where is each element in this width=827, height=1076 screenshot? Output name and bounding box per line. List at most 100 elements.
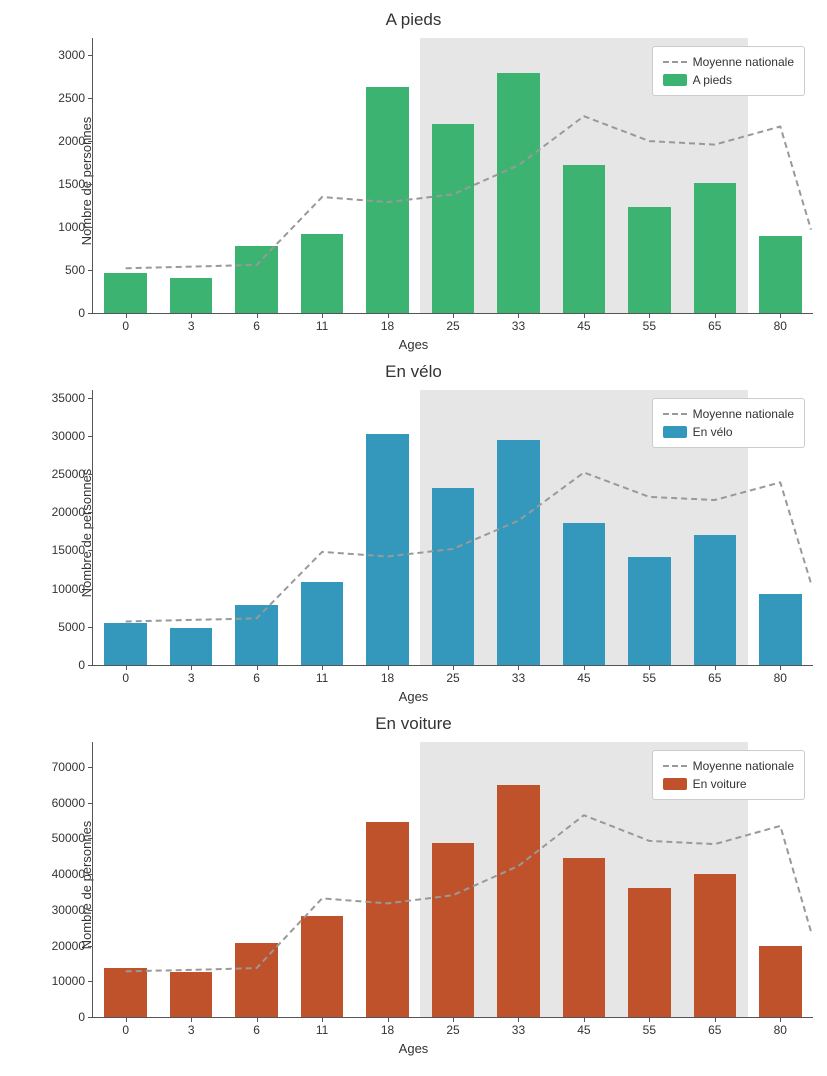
y-tick-label: 50000 bbox=[52, 831, 85, 845]
bar bbox=[235, 605, 278, 665]
bar bbox=[301, 582, 344, 665]
bar bbox=[694, 183, 737, 313]
x-tick-label: 65 bbox=[708, 671, 721, 685]
bar bbox=[301, 916, 344, 1017]
legend-series-label: A pieds bbox=[693, 73, 732, 87]
y-tick-label: 10000 bbox=[52, 582, 85, 596]
x-tick-label: 18 bbox=[381, 1023, 394, 1037]
x-tick-label: 18 bbox=[381, 319, 394, 333]
x-tick-label: 18 bbox=[381, 671, 394, 685]
y-tick-label: 70000 bbox=[52, 760, 85, 774]
bar bbox=[170, 972, 213, 1017]
bar bbox=[628, 557, 671, 665]
x-tick-label: 25 bbox=[446, 671, 459, 685]
bar bbox=[366, 434, 409, 665]
bar bbox=[694, 874, 737, 1017]
x-tick-label: 45 bbox=[577, 671, 590, 685]
y-tick-label: 15000 bbox=[52, 543, 85, 557]
x-tick-label: 65 bbox=[708, 319, 721, 333]
x-tick-label: 0 bbox=[122, 1023, 129, 1037]
x-tick-label: 11 bbox=[316, 1023, 328, 1037]
x-tick-label: 6 bbox=[253, 671, 260, 685]
legend: Moyenne nationale En vélo bbox=[652, 398, 805, 448]
legend-line-label: Moyenne nationale bbox=[693, 407, 794, 421]
x-tick-label: 33 bbox=[512, 671, 525, 685]
plot-area: 0100002000030000400005000060000700000361… bbox=[92, 742, 813, 1018]
y-tick-label: 3000 bbox=[58, 48, 85, 62]
x-tick-label: 65 bbox=[708, 1023, 721, 1037]
chart-title: A pieds bbox=[10, 10, 817, 30]
bar bbox=[759, 594, 802, 665]
chart-title: En vélo bbox=[10, 362, 817, 382]
plot-area: 0500100015002000250030000361118253345556… bbox=[92, 38, 813, 314]
y-tick-label: 0 bbox=[78, 306, 85, 320]
x-tick-label: 45 bbox=[577, 319, 590, 333]
legend-swatch-icon bbox=[663, 74, 687, 86]
bar bbox=[366, 822, 409, 1017]
legend-line-label: Moyenne nationale bbox=[693, 55, 794, 69]
legend-swatch-icon bbox=[663, 778, 687, 790]
bar bbox=[170, 628, 213, 665]
x-tick-label: 3 bbox=[188, 1023, 195, 1037]
bar bbox=[497, 785, 540, 1017]
chart-panel: A piedsNombre de personnes05001000150020… bbox=[10, 10, 817, 352]
x-tick-label: 3 bbox=[188, 319, 195, 333]
x-tick-label: 25 bbox=[446, 1023, 459, 1037]
x-axis-label: Ages bbox=[10, 1041, 817, 1056]
bar bbox=[759, 236, 802, 313]
bar bbox=[432, 488, 475, 665]
y-tick-label: 25000 bbox=[52, 467, 85, 481]
y-tick-label: 30000 bbox=[52, 903, 85, 917]
bar bbox=[563, 523, 606, 665]
x-tick-label: 45 bbox=[577, 1023, 590, 1037]
y-tick-label: 10000 bbox=[52, 974, 85, 988]
y-tick-label: 2000 bbox=[58, 134, 85, 148]
bar bbox=[563, 165, 606, 313]
y-tick-label: 2500 bbox=[58, 91, 85, 105]
bar bbox=[694, 535, 737, 665]
y-tick-label: 1500 bbox=[58, 177, 85, 191]
bar bbox=[235, 246, 278, 313]
bar bbox=[104, 968, 147, 1017]
x-tick-label: 33 bbox=[512, 1023, 525, 1037]
legend: Moyenne nationale En voiture bbox=[652, 750, 805, 800]
bar bbox=[366, 87, 409, 313]
x-tick-label: 80 bbox=[774, 319, 787, 333]
x-axis-label: Ages bbox=[10, 689, 817, 704]
plot-area: 0500010000150002000025000300003500003611… bbox=[92, 390, 813, 666]
legend: Moyenne nationale A pieds bbox=[652, 46, 805, 96]
x-tick-label: 55 bbox=[643, 319, 656, 333]
legend-series-label: En vélo bbox=[693, 425, 733, 439]
x-axis-label: Ages bbox=[10, 337, 817, 352]
legend-swatch-icon bbox=[663, 426, 687, 438]
y-tick-label: 35000 bbox=[52, 391, 85, 405]
bar bbox=[563, 858, 606, 1017]
x-tick-label: 25 bbox=[446, 319, 459, 333]
y-tick-label: 20000 bbox=[52, 939, 85, 953]
chart-panel: En voitureNombre de personnes01000020000… bbox=[10, 714, 817, 1056]
x-tick-label: 33 bbox=[512, 319, 525, 333]
bar bbox=[235, 943, 278, 1017]
y-tick-label: 0 bbox=[78, 658, 85, 672]
bar bbox=[104, 273, 147, 313]
y-tick-label: 60000 bbox=[52, 796, 85, 810]
x-tick-label: 6 bbox=[253, 319, 260, 333]
x-tick-label: 0 bbox=[122, 671, 129, 685]
legend-line-icon bbox=[663, 413, 687, 415]
legend-series-label: En voiture bbox=[693, 777, 747, 791]
legend-line-icon bbox=[663, 61, 687, 63]
y-tick-label: 0 bbox=[78, 1010, 85, 1024]
y-tick-label: 500 bbox=[65, 263, 85, 277]
bar bbox=[497, 440, 540, 665]
x-tick-label: 11 bbox=[316, 671, 328, 685]
y-tick-label: 20000 bbox=[52, 505, 85, 519]
legend-line-label: Moyenne nationale bbox=[693, 759, 794, 773]
bar bbox=[432, 124, 475, 313]
bar bbox=[170, 278, 213, 313]
x-tick-label: 0 bbox=[122, 319, 129, 333]
bar bbox=[497, 73, 540, 313]
x-tick-label: 80 bbox=[774, 671, 787, 685]
bar bbox=[432, 843, 475, 1017]
y-tick-label: 40000 bbox=[52, 867, 85, 881]
bar bbox=[628, 888, 671, 1017]
